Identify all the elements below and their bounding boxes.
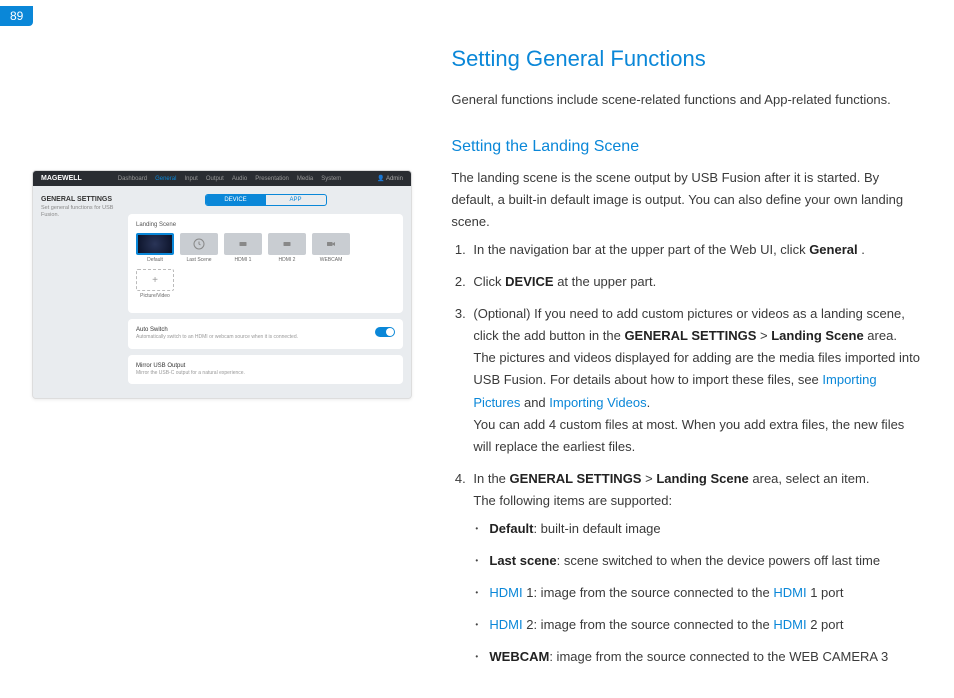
mirror-output-row: Mirror USB Output Mirror the USB-C outpu… <box>128 355 403 385</box>
steps-list: In the navigation bar at the upper part … <box>451 239 922 669</box>
bullet-default: Default: built-in default image <box>489 518 922 540</box>
segment-control: DEVICE APP <box>205 194 327 206</box>
step-1: In the navigation bar at the upper part … <box>469 239 922 261</box>
bullet-webcam: WEBCAM: image from the source connected … <box>489 646 922 668</box>
intro-paragraph: General functions include scene-related … <box>451 89 922 111</box>
landing-scene-card: Landing Scene Default Last Scene <box>128 214 403 313</box>
nav-media: Media <box>297 176 313 182</box>
segment-app: APP <box>266 195 326 205</box>
top-nav: Dashboard General Input Output Audio Pre… <box>118 176 342 182</box>
section-paragraph: The landing scene is the scene output by… <box>451 167 922 233</box>
supported-items-list: Default: built-in default image Last sce… <box>473 518 922 668</box>
step-2: Click DEVICE at the upper part. <box>469 271 922 293</box>
nav-dashboard: Dashboard <box>118 176 147 182</box>
sidebar-subtitle: Set general functions for USB Fusion. <box>41 205 120 219</box>
nav-audio: Audio <box>232 176 247 182</box>
landing-option-last: Last Scene <box>180 233 218 263</box>
brand-logo: MAGEWELL <box>41 175 82 182</box>
nav-input: Input <box>184 176 197 182</box>
bullet-hdmi1: HDMI 1: image from the source connected … <box>489 582 922 604</box>
page-title: Setting General Functions <box>451 40 922 77</box>
screenshot-general-settings: MAGEWELL Dashboard General Input Output … <box>32 170 412 399</box>
sidebar: GENERAL SETTINGS Set general functions f… <box>33 186 128 398</box>
section-heading: Setting the Landing Scene <box>451 133 922 160</box>
landing-scene-title: Landing Scene <box>136 222 395 228</box>
landing-option-hdmi2: HDMI 2 <box>268 233 306 263</box>
bullet-last-scene: Last scene: scene switched to when the d… <box>489 550 922 572</box>
user-label: 👤 Admin <box>377 175 403 182</box>
landing-add-button: + Picture/Video <box>136 269 174 299</box>
nav-presentation: Presentation <box>255 176 289 182</box>
link-importing-videos[interactable]: Importing Videos <box>549 395 646 410</box>
sidebar-title: GENERAL SETTINGS <box>41 196 120 203</box>
landing-option-webcam: WEBCAM <box>312 233 350 263</box>
landing-option-default: Default <box>136 233 174 263</box>
auto-switch-toggle <box>375 327 395 337</box>
page-number: 89 <box>0 6 33 26</box>
auto-switch-row: Auto Switch Automatically switch to an H… <box>128 319 403 349</box>
step-4: In the GENERAL SETTINGS > Landing Scene … <box>469 468 922 669</box>
segment-device: DEVICE <box>206 195 266 205</box>
landing-option-hdmi1: HDMI 1 <box>224 233 262 263</box>
nav-general: General <box>155 176 176 182</box>
nav-output: Output <box>206 176 224 182</box>
step-3: (Optional) If you need to add custom pic… <box>469 303 922 458</box>
nav-system: System <box>321 176 341 182</box>
bullet-hdmi2: HDMI 2: image from the source connected … <box>489 614 922 636</box>
